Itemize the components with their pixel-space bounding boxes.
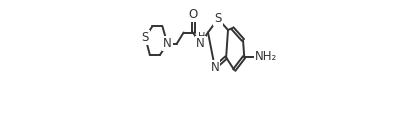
Text: H: H bbox=[198, 32, 206, 42]
Text: S: S bbox=[214, 12, 222, 25]
Text: N: N bbox=[196, 37, 205, 50]
Text: O: O bbox=[188, 8, 198, 21]
Text: N: N bbox=[163, 37, 172, 50]
Text: S: S bbox=[142, 31, 149, 44]
Text: N: N bbox=[211, 61, 219, 74]
Text: NH₂: NH₂ bbox=[255, 50, 277, 63]
